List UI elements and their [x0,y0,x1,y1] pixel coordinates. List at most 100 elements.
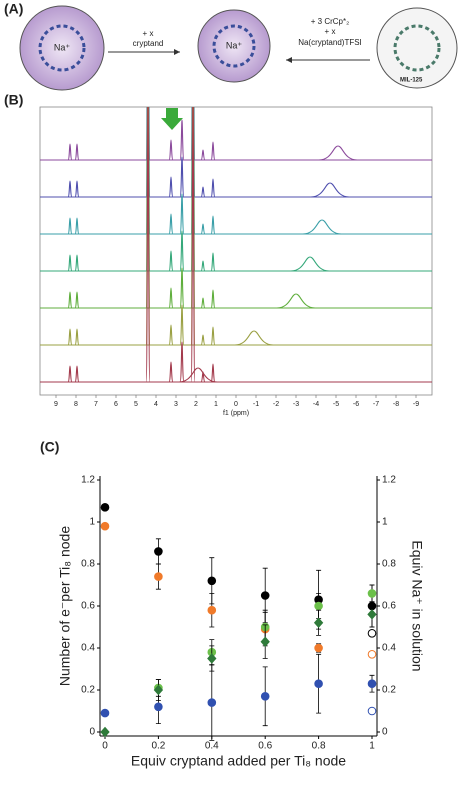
peak [200,334,206,346]
peak [168,361,174,383]
broad-peak [310,182,350,198]
peak [210,141,216,161]
peak [179,156,185,198]
peak [74,365,80,383]
y2-axis-label: Equiv Na⁺ in solution [409,540,425,671]
point [207,653,217,664]
point [367,706,377,716]
point [100,521,110,531]
y2-tick-label: 1 [382,517,388,528]
peak [179,230,185,272]
point [100,708,110,718]
x-tick-label: 4 [154,401,158,408]
x-tick-label: -9 [413,401,419,408]
peak [67,217,73,235]
peak [74,143,80,161]
peak [67,254,73,272]
x-tick-label: 5 [134,401,138,408]
point [314,601,323,611]
x-tick-label: 8 [74,401,78,408]
peak [67,143,73,161]
spectra [40,107,432,383]
y-tick-label: 1.2 [81,475,95,486]
point [207,605,217,615]
y-tick-label: 0.6 [81,601,95,612]
y-tick-label: 0.2 [81,685,95,696]
peak [67,328,73,346]
peak [210,326,216,346]
arrowhead [174,49,180,55]
mof-sphere [197,9,271,83]
peak [179,119,185,161]
x-tick-label: 1 [214,401,218,408]
point [153,684,164,696]
y-tick-label: 0.8 [81,559,95,570]
point [260,692,270,701]
peak [67,180,73,198]
point [260,591,270,600]
x-tick-label: -4 [313,401,319,408]
y-tick-label: 1 [89,517,95,528]
point [260,636,270,647]
x-axis-label: Equiv cryptand added per Ti₈ node [131,753,346,769]
point [154,702,163,712]
peak [179,341,185,383]
peak [168,324,174,346]
x-tick-label: 2 [194,401,198,408]
peak [179,193,185,235]
y2-tick-label: 0 [382,727,388,738]
x-tick-label: 0.2 [151,741,165,752]
point [367,589,377,598]
x-tick-label: 1 [369,741,375,752]
broad-peak [318,145,358,161]
broad-peak [234,330,274,346]
point [100,503,110,512]
peak [74,180,80,198]
peak [210,289,216,309]
point [154,572,163,581]
mof-sphere [376,7,458,89]
arrow-label: Na(cryptand)TFSI [298,38,362,47]
mof-sphere [19,5,105,91]
broad-peak [302,219,342,235]
broad-peak [276,293,316,309]
peak [179,304,185,346]
point [367,609,377,620]
peak [74,328,80,346]
panel-label: (B) [4,92,23,108]
x-tick-label: 0.6 [258,741,272,752]
y-tick-label: 0 [89,727,95,738]
point [313,617,324,629]
x-tick-label: 0 [234,401,238,408]
peak [200,186,206,198]
arrow-label: + x [325,27,336,36]
x-tick-label: -3 [293,401,299,408]
arrow-label: + 3 CrCp*₂ [311,17,349,26]
point [207,698,217,707]
peak [74,254,80,272]
peak [145,107,151,383]
peak [67,291,73,309]
plot-frame [39,106,433,396]
ring [38,24,86,72]
peak [168,287,174,309]
peak [200,223,206,235]
mof-name: MIL-125 [400,78,423,84]
x-axis-label: f1 (ppm) [223,410,249,417]
ion: Na⁺ [226,40,243,50]
peak [210,178,216,198]
x-tick-label: 0 [102,741,108,752]
x-tick-label: 6 [114,401,118,408]
broad-peak [290,256,330,272]
point [207,576,217,586]
peak [200,149,206,161]
x-tick-label: -5 [333,401,339,408]
point [367,629,377,638]
panel-label: (A) [4,1,23,17]
y2-tick-label: 0.6 [382,601,396,612]
peak [200,297,206,309]
peak [179,267,185,309]
x-tick-label: -7 [373,401,379,408]
ring [212,24,256,68]
